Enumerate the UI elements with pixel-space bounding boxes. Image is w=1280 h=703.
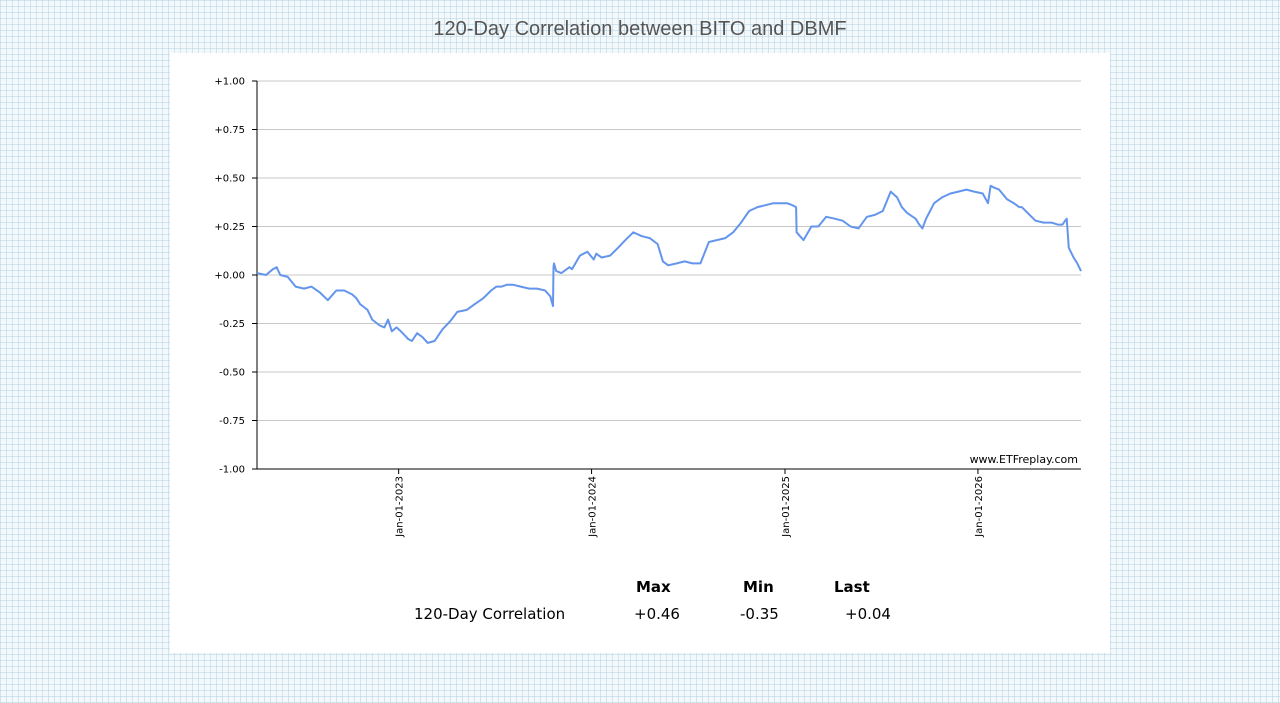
y-tick-label: +0.00 bbox=[214, 271, 245, 282]
x-tick-label: Jan-01-2024 bbox=[588, 476, 599, 538]
y-tick-label: +0.25 bbox=[214, 222, 245, 233]
y-tick-label: -0.50 bbox=[219, 368, 245, 379]
stats-table: Max Min Last 120-Day Correlation +0.46 -… bbox=[170, 53, 1110, 653]
stats-header-max: Max bbox=[636, 578, 671, 596]
y-tick-label: -0.75 bbox=[219, 416, 245, 427]
y-tick-label: -0.25 bbox=[219, 319, 245, 330]
stats-value-last: +0.04 bbox=[845, 605, 891, 623]
stats-header-last: Last bbox=[834, 578, 870, 596]
x-axis-ticks: Jan-01-2023 Jan-01-2024 Jan-01-2025 Jan-01-… bbox=[395, 469, 985, 538]
y-axis-ticks: +1.00 +0.75 +0.50 +0.25 +0.00 -0.25 -0.50 -0.75… bbox=[214, 77, 257, 476]
stats-header-min: Min bbox=[743, 578, 774, 596]
y-tick-label: +0.50 bbox=[214, 174, 245, 185]
series-layer bbox=[256, 184, 1082, 344]
y-tick-label: -1.00 bbox=[219, 465, 245, 476]
x-tick-label: Jan-01-2023 bbox=[395, 476, 406, 538]
stats-value-min: -0.35 bbox=[740, 605, 779, 623]
series-line-correlation bbox=[256, 184, 1082, 344]
correlation-chart: +1.00 +0.75 +0.50 +0.25 +0.00 -0.25 -0.50 -0.75… bbox=[214, 77, 1082, 538]
watermark-text: www.ETFreplay.com bbox=[970, 453, 1078, 466]
chart-panel: +1.00 +0.75 +0.50 +0.25 +0.00 -0.25 -0.50 -0.75… bbox=[170, 53, 1110, 653]
x-tick-label: Jan-01-2025 bbox=[781, 476, 792, 538]
y-tick-label: +1.00 bbox=[214, 77, 245, 88]
y-tick-label: +0.75 bbox=[214, 125, 245, 136]
page-title: 120-Day Correlation between BITO and DBM… bbox=[433, 18, 847, 40]
stats-value-max: +0.46 bbox=[634, 605, 680, 623]
x-tick-label: Jan-01-2026 bbox=[974, 476, 985, 538]
stats-row-label: 120-Day Correlation bbox=[414, 605, 566, 623]
